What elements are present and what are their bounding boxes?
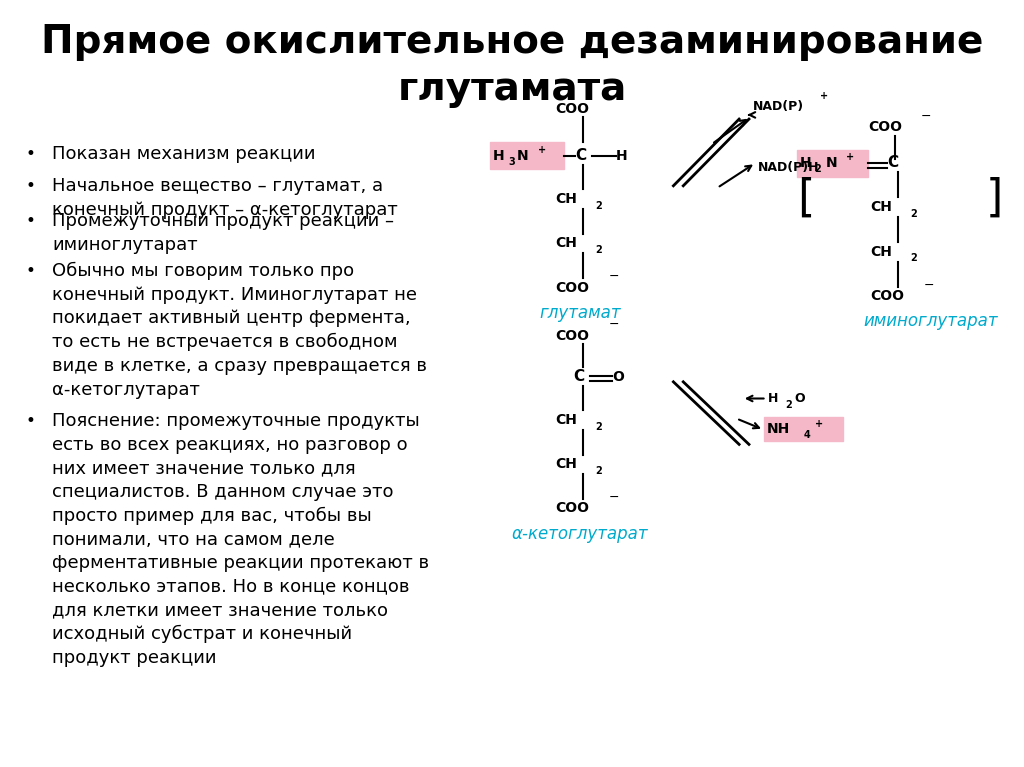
Text: N: N <box>517 149 528 163</box>
Text: H: H <box>615 149 628 163</box>
Text: N: N <box>825 156 838 170</box>
Text: ]: ] <box>986 177 1004 220</box>
Text: Показан механизм реакции: Показан механизм реакции <box>52 145 315 163</box>
Text: +: + <box>538 146 546 156</box>
Text: [: [ <box>797 177 814 220</box>
Text: COO: COO <box>556 329 590 343</box>
Text: глутамата: глутамата <box>397 70 627 108</box>
Text: COO: COO <box>870 289 904 303</box>
Text: C: C <box>887 156 898 170</box>
Text: H: H <box>768 392 778 405</box>
Text: 2: 2 <box>596 466 602 476</box>
Text: −: − <box>924 278 934 291</box>
Text: •: • <box>25 412 35 430</box>
Text: H: H <box>493 149 504 163</box>
Text: 2: 2 <box>910 209 918 219</box>
Text: Начальное вещество – глутамат, а
конечный продукт – α-кетоглутарат: Начальное вещество – глутамат, а конечны… <box>52 177 397 219</box>
Text: •: • <box>25 262 35 280</box>
Bar <box>489 142 564 170</box>
Text: NH: NH <box>767 422 790 436</box>
Text: −: − <box>608 490 620 503</box>
Text: COO: COO <box>556 281 590 295</box>
Text: 2: 2 <box>785 400 792 410</box>
Text: CH: CH <box>556 193 578 206</box>
Text: C: C <box>573 370 585 384</box>
Text: CH: CH <box>556 236 578 250</box>
Text: NAD(P): NAD(P) <box>753 100 804 113</box>
Text: −: − <box>608 91 620 104</box>
Text: глутамат: глутамат <box>540 304 621 322</box>
Text: Пояснение: промежуточные продукты
есть во всех реакциях, но разговор о
них имеет: Пояснение: промежуточные продукты есть в… <box>52 412 429 667</box>
Text: COO: COO <box>556 501 590 515</box>
Text: •: • <box>25 212 35 230</box>
Text: •: • <box>25 145 35 163</box>
Text: COO: COO <box>868 120 902 134</box>
Text: −: − <box>608 318 620 331</box>
Text: 2: 2 <box>596 201 602 211</box>
Bar <box>764 416 843 441</box>
Text: α-кетоглутарат: α-кетоглутарат <box>512 525 648 543</box>
Text: +: + <box>815 419 823 429</box>
Text: Прямое окислительное дезаминирование: Прямое окислительное дезаминирование <box>41 23 983 61</box>
Text: +: + <box>820 91 828 101</box>
Text: CH: CH <box>870 245 893 258</box>
Text: CH: CH <box>870 200 893 215</box>
Text: COO: COO <box>556 102 590 116</box>
Text: Обычно мы говорим только про
конечный продукт. Иминоглутарат не
покидает активны: Обычно мы говорим только про конечный пр… <box>52 262 427 399</box>
Text: 2: 2 <box>815 164 821 174</box>
Text: 4: 4 <box>804 430 811 440</box>
Text: NAD(P)H: NAD(P)H <box>759 160 820 173</box>
Text: O: O <box>612 370 624 384</box>
Text: −: − <box>608 270 620 283</box>
Text: •: • <box>25 177 35 195</box>
Text: +: + <box>846 153 854 163</box>
Text: Промежуточный продукт реакции –
иминоглутарат: Промежуточный продукт реакции – иминоглу… <box>52 212 394 254</box>
Text: O: O <box>794 392 805 405</box>
Text: CH: CH <box>556 457 578 472</box>
Text: 2: 2 <box>910 253 918 263</box>
Text: 2: 2 <box>596 245 602 255</box>
Text: −: − <box>921 110 932 123</box>
Text: C: C <box>574 148 586 163</box>
Text: CH: CH <box>556 413 578 427</box>
Bar <box>797 150 868 176</box>
Text: 3: 3 <box>508 156 515 166</box>
Text: иминоглутарат: иминоглутарат <box>863 312 998 331</box>
Text: 2: 2 <box>596 422 602 432</box>
Text: H: H <box>800 156 811 170</box>
